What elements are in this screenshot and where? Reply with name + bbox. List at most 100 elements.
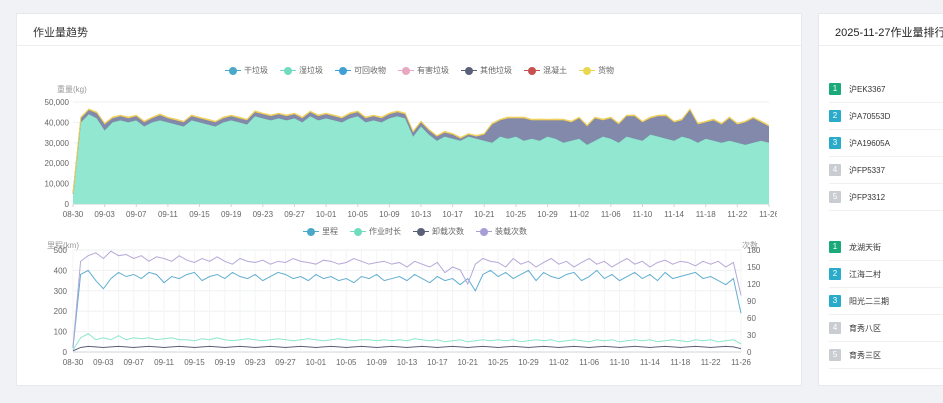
legend-marker-icon <box>280 66 296 75</box>
legend-marker-icon <box>398 66 414 75</box>
ranking-row[interactable]: 5 育秀三区 <box>829 342 943 369</box>
y2-tick-label: 120 <box>747 280 761 289</box>
rank-badge: 4 <box>829 322 841 334</box>
y2-tick-label: 150 <box>747 263 761 272</box>
legend-item[interactable]: 干垃圾 <box>225 65 268 76</box>
rank-badge: 5 <box>829 191 841 203</box>
rank-badge: 1 <box>829 83 841 95</box>
x-tick-label: 11-14 <box>664 210 684 219</box>
rank-badge: 3 <box>829 295 841 307</box>
rank-name: 沪FP5337 <box>849 165 886 175</box>
legend-item[interactable]: 混凝土 <box>524 65 567 76</box>
legend-label: 里程 <box>322 227 338 236</box>
ranking-row[interactable]: 2 江海二村 <box>829 261 943 288</box>
x-tick-label: 10-29 <box>518 358 539 367</box>
x-tick-label: 10-17 <box>427 358 448 367</box>
card-divider <box>17 45 801 46</box>
legend-label: 其他垃圾 <box>480 66 512 75</box>
ranking-row[interactable]: 1 龙湖天街 <box>829 234 943 261</box>
legend-item[interactable]: 货物 <box>579 65 614 76</box>
rank-badge: 5 <box>829 349 841 361</box>
x-tick-label: 11-22 <box>727 210 747 219</box>
x-tick-label: 10-09 <box>366 358 387 367</box>
ranking-row[interactable]: 5 沪FP3312 <box>829 184 943 211</box>
rank-name: 育秀三区 <box>849 350 881 360</box>
legend-item[interactable]: 装载次数 <box>476 226 527 237</box>
y2-tick-label: 30 <box>747 331 756 340</box>
y-axis-label: 重量(kg) <box>57 84 87 94</box>
area-series-湿垃圾 <box>73 114 769 204</box>
ranking-row[interactable]: 1 沪EK3367 <box>829 76 943 103</box>
ranking-row[interactable]: 4 沪FP5337 <box>829 157 943 184</box>
trend-card: 作业量趋势 干垃圾 湿垃圾 可回收物 有害垃圾 其他垃圾 混凝土 货物 重量(kg) 0 10,… <box>16 13 802 386</box>
ranking-row[interactable]: 3 沪A19605A <box>829 130 943 157</box>
ranking-row[interactable]: 2 沪A70553D <box>829 103 943 130</box>
legend-marker-icon <box>461 66 477 75</box>
x-tick-label: 11-06 <box>601 210 621 219</box>
x-tick-label: 10-25 <box>488 358 509 367</box>
x-tick-label: 10-17 <box>442 210 463 219</box>
ranking-row[interactable]: 3 阳光二三期 <box>829 288 943 315</box>
x-tick-label: 10-01 <box>306 358 327 367</box>
rank-name: 沪A70553D <box>849 111 891 121</box>
legend-label: 混凝土 <box>543 66 567 75</box>
legend-marker-icon <box>524 66 540 75</box>
y-tick-label: 400 <box>54 266 68 275</box>
legend-item[interactable]: 作业时长 <box>350 226 401 237</box>
line-series-卸载次数 <box>72 345 742 352</box>
legend-marker-icon <box>413 227 429 236</box>
legend-label: 有害垃圾 <box>417 66 449 75</box>
x-tick-label: 10-09 <box>379 210 400 219</box>
weight-chart-legend: 干垃圾 湿垃圾 可回收物 有害垃圾 其他垃圾 混凝土 货物 <box>225 65 614 76</box>
ranking-card: 2025-11-27作业量排行 1 沪EK3367 2 沪A70553D 3 沪A1960… <box>818 13 943 386</box>
x-tick-label: 11-10 <box>610 358 630 367</box>
x-tick-label: 10-21 <box>457 358 478 367</box>
x-tick-label: 11-14 <box>640 358 660 367</box>
x-tick-label: 11-02 <box>549 358 569 367</box>
rank-name: 沪A19605A <box>849 138 890 148</box>
x-tick-label: 09-27 <box>284 210 305 219</box>
x-tick-label: 10-13 <box>397 358 418 367</box>
legend-item[interactable]: 里程 <box>303 226 338 237</box>
rank-name: 江海二村 <box>849 269 881 279</box>
y-tick-label: 100 <box>54 328 68 337</box>
legend-marker-icon <box>303 227 319 236</box>
legend-label: 货物 <box>598 66 614 75</box>
x-tick-label: 09-07 <box>123 358 144 367</box>
x-tick-label: 10-05 <box>336 358 357 367</box>
y-tick-label: 200 <box>54 307 68 316</box>
mileage-line-chart: 里程(km) 次数 0 100 200 300 400 500 0 30 60 90 120 150 180… <box>47 240 761 367</box>
y2-axis-label: 次数 <box>742 240 758 250</box>
area-series-其他垃圾 <box>73 110 769 194</box>
x-tick-label: 11-06 <box>579 358 599 367</box>
rank-name: 育秀八区 <box>849 323 881 333</box>
legend-marker-icon <box>476 227 492 236</box>
legend-item[interactable]: 其他垃圾 <box>461 65 512 76</box>
ranking-row[interactable]: 4 育秀八区 <box>829 315 943 342</box>
legend-item[interactable]: 可回收物 <box>335 65 386 76</box>
y-tick-label: 30,000 <box>45 139 70 148</box>
legend-marker-icon <box>225 66 241 75</box>
x-tick-label: 10-01 <box>316 210 337 219</box>
y-axis-label: 里程(km) <box>47 241 79 250</box>
x-tick-label: 09-11 <box>154 358 174 367</box>
legend-label: 可回收物 <box>354 66 386 75</box>
x-tick-label: 10-25 <box>506 210 527 219</box>
legend-label: 装载次数 <box>495 227 527 236</box>
legend-item[interactable]: 卸载次数 <box>413 226 464 237</box>
x-tick-label: 11-18 <box>696 210 716 219</box>
area-line-货物 <box>72 108 770 194</box>
ranking-card-title: 2025-11-27作业量排行 <box>835 27 943 39</box>
x-tick-label: 09-19 <box>221 210 242 219</box>
legend-item[interactable]: 有害垃圾 <box>398 65 449 76</box>
x-tick-label: 09-03 <box>93 358 114 367</box>
legend-item[interactable]: 湿垃圾 <box>280 65 323 76</box>
x-tick-label: 09-15 <box>184 358 205 367</box>
rank-name: 阳光二三期 <box>849 296 889 306</box>
x-tick-label: 09-11 <box>158 210 178 219</box>
x-tick-label: 09-19 <box>215 358 236 367</box>
legend-label: 卸载次数 <box>432 227 464 236</box>
legend-marker-icon <box>350 227 366 236</box>
y-tick-label: 0 <box>63 348 68 357</box>
y2-tick-label: 180 <box>747 246 761 255</box>
